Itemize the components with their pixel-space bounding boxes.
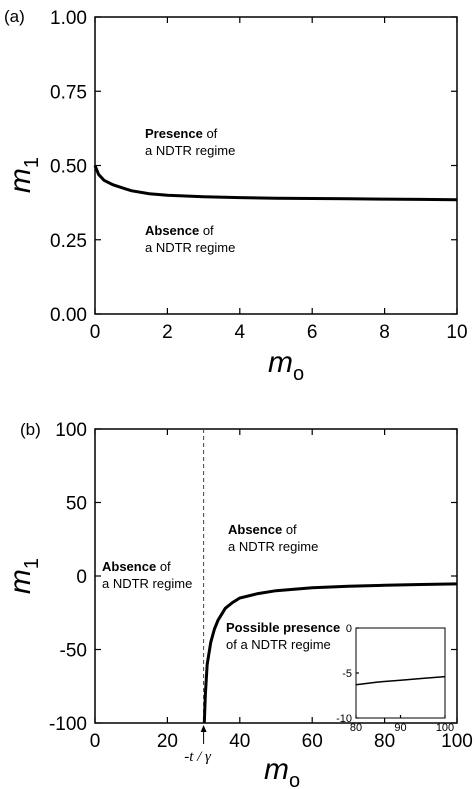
panel-a-y-tick-label: 0.75 [50,82,87,103]
panel-a-annotation-absence: Absence of [145,223,214,238]
inset-y-tick-label: -5 [342,668,352,680]
panel-b-annotation-left: Absence of [102,559,171,574]
panel-b-x-tick-label: 40 [229,731,250,752]
inset-x-tick-label: 90 [394,722,406,734]
panel-a-y-tick-label: 1.00 [50,8,87,29]
inset-x-tick-label: 100 [436,722,454,734]
panel-a-x-tick-label: 6 [307,322,318,343]
inset-y-tick-label: 0 [346,623,352,635]
inset-y-tick-label: -10 [336,713,352,725]
panel-b-y-axis-label: m1 [4,558,43,594]
panel-a-y-axis-label: m1 [4,157,43,193]
panel-b-x-tick-label: 60 [302,731,323,752]
panel-b-inset: 80 90 100-10-50 [336,623,454,734]
panel-a-label: (a) [4,7,25,26]
panel-a-y-tick-label: 0.00 [50,305,87,326]
panel-b-y-tick-label: 50 [66,494,87,515]
panel-b-annotation-upper-right: Absence of [228,522,297,537]
panel-b-x-tick-label: 100 [441,731,473,752]
panel-a-annotation-presence: Presence of [145,126,218,141]
panel-b-x-axis-label: mo [264,753,300,789]
panel-a-x-axis-label: mo [268,346,304,385]
panel-b-x-tick-label: 20 [157,731,178,752]
panel-a-series-line [95,166,457,200]
panel-b-x-tick-label: 80 [374,731,395,752]
panel-a-frame [95,17,457,314]
panel-b-annotation-left-line2: a NDTR regime [102,576,192,591]
panel-b-y-tick-label: -50 [60,641,87,662]
panel-a-y-tick-label: 0.25 [50,231,87,252]
panel-b-annotation-lower-line2: of a NDTR regime [226,637,331,652]
panel-a-annotation-presence-line2: a NDTR regime [145,143,235,158]
panel-a-ticks: 0 2 4 6 8 10 0.00 0.25 0.50 0.75 1.00 [50,8,468,343]
panel-b-y-tick-label: 100 [55,420,87,441]
inset-frame [356,628,445,718]
panel-b-y-tick-label: 0 [76,567,87,588]
panel-a-x-tick-label: 8 [379,322,390,343]
panel-a-x-tick-label: 4 [235,322,246,343]
asymptote-label: -t / γ [184,749,212,765]
asymptote-arrow-head [201,725,207,732]
panel-b-x-tick-label: 0 [90,731,101,752]
panel-b-label: (b) [20,420,41,439]
panel-a-y-tick-label: 0.50 [50,157,87,178]
panel-b-annotation-lower: Possible presence [226,620,340,635]
panel-a-x-tick-label: 10 [446,322,467,343]
panel-a-annotation-absence-line2: a NDTR regime [145,240,235,255]
panel-b-annotation-upper-right-line2: a NDTR regime [228,539,318,554]
panel-b-asymptote-marker: -t / γ [184,725,212,765]
panel-b-y-tick-label: -100 [49,714,87,735]
panel-a: (a) 0 2 4 6 8 10 0.00 0.25 0.50 0.75 1.00 m1 mo Pr… [4,7,468,385]
panel-a-x-tick-label: 2 [162,322,173,343]
panel-a-x-tick-label: 0 [90,322,101,343]
